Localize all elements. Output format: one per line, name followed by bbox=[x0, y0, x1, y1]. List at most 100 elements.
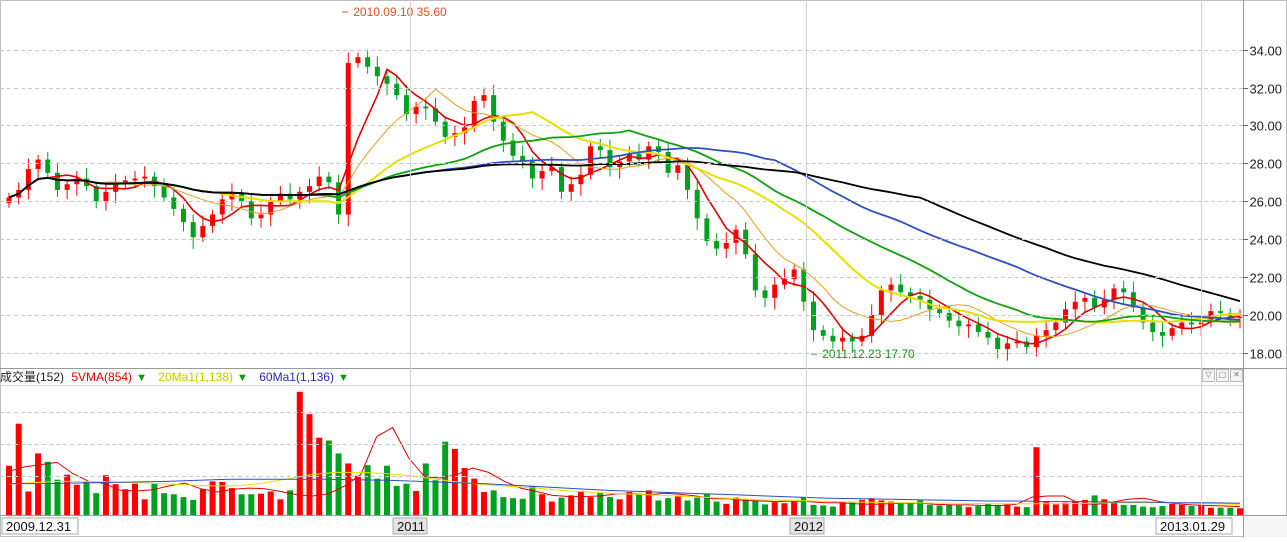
volume-bar bbox=[1043, 502, 1050, 515]
candle bbox=[1189, 322, 1195, 325]
volume-bar bbox=[1110, 501, 1117, 515]
candle bbox=[45, 159, 51, 173]
candle bbox=[142, 176, 148, 179]
candle bbox=[1082, 297, 1088, 302]
volume-bar bbox=[742, 499, 749, 515]
volume-legend-ma5: 5VMA(854) ▼ bbox=[71, 370, 151, 384]
candle bbox=[1218, 311, 1224, 314]
volume-bar bbox=[568, 495, 575, 515]
candle bbox=[316, 176, 322, 187]
y-tick-label: 20.00 bbox=[1249, 309, 1282, 324]
candle bbox=[413, 106, 419, 115]
candle bbox=[772, 284, 778, 298]
volume-bar bbox=[422, 463, 429, 515]
ma5-line bbox=[8, 68, 1241, 345]
volume-bar bbox=[1178, 504, 1185, 515]
candle bbox=[869, 314, 875, 336]
candle bbox=[597, 146, 603, 151]
candle bbox=[432, 108, 438, 122]
y-tick-label: 26.00 bbox=[1249, 195, 1282, 210]
volume-bar bbox=[597, 493, 604, 515]
volume-bar bbox=[1169, 503, 1176, 515]
candle bbox=[975, 324, 981, 332]
volume-bar bbox=[829, 506, 836, 515]
candle bbox=[636, 153, 642, 160]
candle bbox=[93, 186, 99, 202]
volume-ma-line bbox=[8, 426, 1241, 508]
candle bbox=[558, 167, 564, 192]
volume-bar bbox=[190, 499, 197, 515]
volume-bar bbox=[1014, 506, 1021, 515]
minimize-pane-button[interactable]: ▽ bbox=[1202, 369, 1215, 382]
volume-bar bbox=[490, 490, 497, 515]
volume-bar bbox=[248, 494, 255, 515]
x-tick-label: 2013.01.29 bbox=[1160, 519, 1225, 534]
candle bbox=[336, 182, 342, 215]
volume-bar bbox=[44, 461, 51, 515]
volume-ma-line bbox=[8, 471, 1241, 505]
candle bbox=[1121, 288, 1127, 293]
pane-buttons: ▽ ▢ ✕ bbox=[1202, 369, 1243, 382]
volume-bar bbox=[306, 414, 313, 515]
candle bbox=[529, 161, 535, 179]
volume-bar bbox=[374, 478, 381, 515]
volume-legend-ma60: 60Ma1(1,136) ▼ bbox=[259, 370, 353, 384]
collapse-arrow-icon[interactable]: ▼ bbox=[136, 372, 147, 384]
candle bbox=[268, 201, 274, 215]
y-tick-label: 32.00 bbox=[1249, 82, 1282, 97]
candle bbox=[35, 159, 41, 170]
collapse-arrow-icon[interactable]: ▼ bbox=[237, 372, 248, 384]
collapse-arrow-icon[interactable]: ▼ bbox=[337, 372, 349, 384]
candle bbox=[985, 332, 991, 338]
volume-bar bbox=[1159, 506, 1166, 515]
volume-bar bbox=[1081, 499, 1088, 515]
maximize-pane-button[interactable]: ▢ bbox=[1216, 369, 1229, 382]
volume-bar bbox=[1130, 504, 1137, 515]
volume-bar bbox=[606, 497, 613, 515]
y-tick-label: 30.00 bbox=[1249, 119, 1282, 134]
volume-bar bbox=[1237, 508, 1243, 515]
volume-bar bbox=[461, 467, 468, 515]
candle bbox=[752, 254, 758, 291]
x-tick-box bbox=[392, 517, 428, 535]
candle bbox=[248, 201, 254, 219]
volume-legend-ma5-label: 5VMA(854) bbox=[71, 370, 133, 384]
volume-bar bbox=[946, 504, 953, 515]
candle bbox=[607, 150, 613, 168]
candle bbox=[723, 242, 729, 249]
axis-corner bbox=[1244, 516, 1287, 537]
candle bbox=[849, 337, 855, 342]
candle bbox=[481, 95, 487, 101]
volume-bar bbox=[1227, 507, 1234, 515]
volume-bar bbox=[277, 499, 284, 515]
volume-bar bbox=[112, 484, 119, 515]
volume-bar bbox=[364, 465, 371, 515]
volume-bar bbox=[403, 483, 410, 515]
x-tick-box bbox=[1155, 517, 1233, 535]
candle bbox=[568, 184, 574, 192]
y-tick-label: 34.00 bbox=[1249, 44, 1282, 59]
candle bbox=[384, 76, 390, 84]
volume-bar bbox=[209, 481, 216, 515]
candle bbox=[287, 193, 293, 200]
candle bbox=[423, 106, 429, 109]
candle bbox=[365, 57, 371, 67]
candle bbox=[258, 214, 264, 219]
candle bbox=[122, 180, 128, 185]
volume-bar bbox=[665, 498, 672, 515]
volume-bar bbox=[752, 500, 759, 515]
candle bbox=[1043, 330, 1049, 336]
candle bbox=[500, 121, 506, 141]
volume-bar bbox=[684, 500, 691, 515]
candle bbox=[394, 83, 400, 96]
candle bbox=[345, 62, 351, 215]
close-pane-button[interactable]: ✕ bbox=[1230, 369, 1243, 382]
volume-bar bbox=[878, 500, 885, 515]
candle bbox=[907, 292, 913, 296]
ma10-line bbox=[8, 88, 1241, 338]
candle bbox=[219, 199, 225, 215]
volume-bar bbox=[917, 500, 924, 515]
volume-bar bbox=[480, 492, 487, 515]
candle bbox=[25, 169, 31, 190]
